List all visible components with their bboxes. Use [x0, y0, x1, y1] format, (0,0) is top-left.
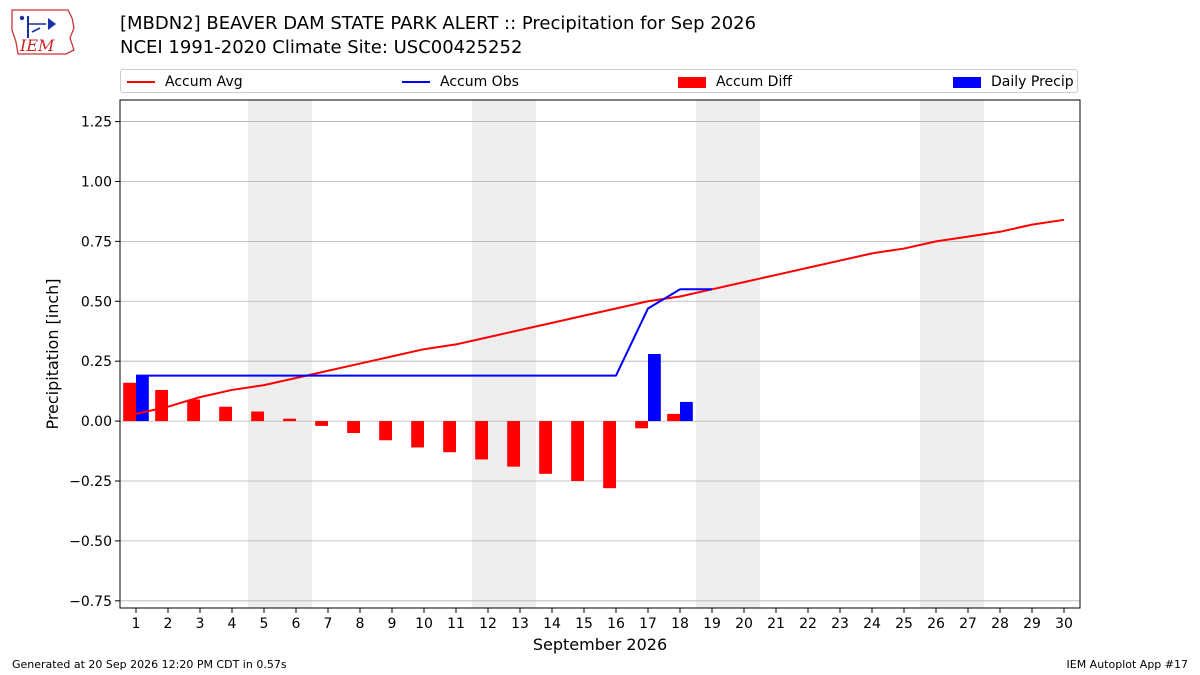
- legend-swatch-accum-obs: [402, 81, 430, 83]
- chart-title: [MBDN2] BEAVER DAM STATE PARK ALERT :: P…: [120, 13, 757, 34]
- x-tick-label: 1: [132, 616, 141, 632]
- line-accum-obs: [136, 288, 712, 377]
- bar-accum-diff: [411, 421, 424, 448]
- chart-subtitle: NCEI 1991-2020 Climate Site: USC00425252: [120, 37, 523, 58]
- y-tick-label: −0.75: [69, 594, 112, 610]
- x-tick-label: 2: [164, 616, 173, 632]
- plot-frame: [119, 99, 1081, 609]
- x-tick-label: 29: [1023, 616, 1041, 632]
- x-tick-label: 27: [959, 616, 977, 632]
- bar-daily-precip: [136, 375, 149, 422]
- legend-label-accum-obs: Accum Obs: [440, 74, 519, 90]
- x-tick-label: 10: [415, 616, 433, 632]
- svg-text:IEM: IEM: [19, 36, 55, 55]
- legend-item-accum-obs: Accum Obs: [402, 70, 519, 94]
- y-tick-label: 0.75: [81, 234, 112, 250]
- bar-daily-precip: [680, 401, 693, 422]
- x-tick-label: 4: [228, 616, 237, 632]
- legend-item-daily-precip: Daily Precip: [953, 70, 1074, 94]
- x-tick-label: 23: [831, 616, 849, 632]
- line-accum-avg: [135, 218, 1065, 415]
- x-tick-label: 25: [895, 616, 913, 632]
- x-tick-label: 21: [767, 616, 785, 632]
- bar-accum-diff: [667, 413, 680, 422]
- bar-accum-diff: [315, 421, 328, 426]
- y-tick-label: −0.50: [69, 534, 112, 550]
- bar-accum-diff: [347, 421, 360, 434]
- y-tick-label: 1.25: [81, 115, 112, 131]
- iem-logo: IEM: [8, 6, 82, 62]
- y-tick-label: 0.25: [81, 354, 112, 370]
- x-tick-label: 7: [324, 616, 333, 632]
- x-tick-label: 9: [388, 616, 397, 632]
- bar-accum-diff: [635, 421, 648, 429]
- x-axis-label: September 2026: [533, 635, 667, 654]
- weekend-band-4: [920, 100, 984, 608]
- bar-accum-diff: [507, 421, 520, 467]
- x-tick-label: 26: [927, 616, 945, 632]
- weekend-band-1: [248, 100, 312, 608]
- legend-label-accum-avg: Accum Avg: [165, 74, 243, 90]
- x-tick-label: 22: [799, 616, 817, 632]
- bar-accum-diff: [123, 382, 136, 422]
- bar-accum-diff: [443, 421, 456, 453]
- app-credit: IEM Autoplot App #17: [1066, 658, 1189, 671]
- x-tick-label: 17: [639, 616, 657, 632]
- bar-accum-diff: [219, 406, 232, 422]
- weekend-band-3: [696, 100, 760, 608]
- bar-accum-diff: [379, 421, 392, 441]
- legend-swatch-daily-precip: [953, 76, 981, 88]
- generated-timestamp: Generated at 20 Sep 2026 12:20 PM CDT in…: [12, 658, 287, 671]
- y-tick-label: −0.25: [69, 474, 112, 490]
- y-tick-label: 0.50: [81, 294, 112, 310]
- x-tick-label: 6: [292, 616, 301, 632]
- legend-item-accum-avg: Accum Avg: [127, 70, 243, 94]
- x-tick-label: 24: [863, 616, 881, 632]
- legend-swatch-accum-avg: [127, 81, 155, 83]
- legend-label-accum-diff: Accum Diff: [716, 74, 793, 90]
- legend-label-daily-precip: Daily Precip: [991, 74, 1074, 90]
- y-axis-label: Precipitation [inch]: [43, 278, 62, 429]
- bar-accum-diff: [155, 389, 168, 422]
- x-tick-label: 3: [196, 616, 205, 632]
- bar-accum-diff: [475, 421, 488, 460]
- weekend-band-2: [472, 100, 536, 608]
- y-tick-label: 1.00: [81, 174, 112, 190]
- bar-accum-diff: [603, 421, 616, 489]
- x-tick-label: 13: [511, 616, 529, 632]
- legend-swatch-accum-diff: [678, 76, 706, 88]
- x-tick-label: 8: [356, 616, 365, 632]
- x-tick-label: 20: [735, 616, 753, 632]
- bar-daily-precip: [648, 354, 661, 422]
- bar-accum-diff: [187, 399, 200, 422]
- bar-accum-diff: [571, 421, 584, 481]
- bar-accum-diff: [251, 411, 264, 422]
- x-tick-label: 30: [1055, 616, 1073, 632]
- x-tick-label: 14: [543, 616, 561, 632]
- x-tick-label: 5: [260, 616, 269, 632]
- bar-accum-diff: [539, 421, 552, 474]
- bar-accum-diff: [283, 418, 296, 422]
- x-tick-label: 15: [575, 616, 593, 632]
- legend: Accum Avg Accum Obs Accum Diff Daily Pre…: [120, 69, 1078, 93]
- x-tick-label: 11: [447, 616, 465, 632]
- x-tick-label: 16: [607, 616, 625, 632]
- legend-item-accum-diff: Accum Diff: [678, 70, 792, 94]
- x-tick-label: 28: [991, 616, 1009, 632]
- x-tick-label: 19: [703, 616, 721, 632]
- y-tick-label: 0.00: [81, 414, 112, 430]
- x-tick-label: 18: [671, 616, 689, 632]
- x-tick-label: 12: [479, 616, 497, 632]
